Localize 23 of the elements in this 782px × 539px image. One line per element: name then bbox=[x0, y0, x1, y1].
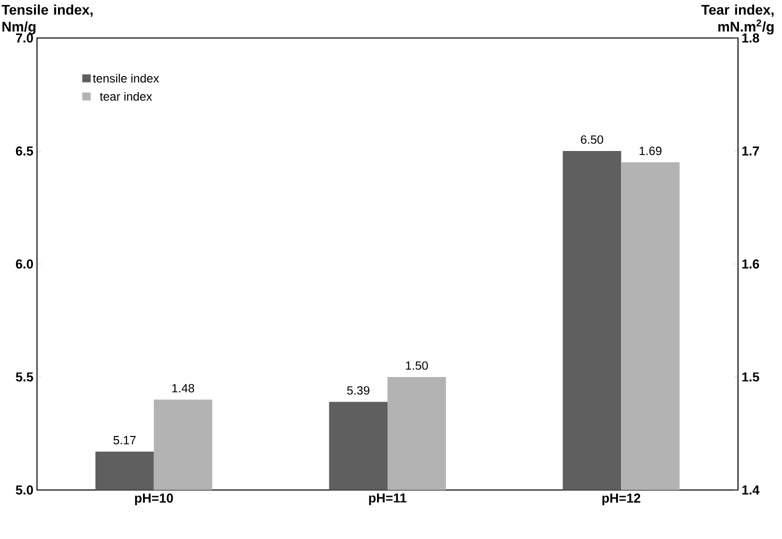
data-label: 1.69 bbox=[640, 146, 662, 156]
data-label: 1.48 bbox=[172, 384, 194, 392]
y-tick-label: 6.0 bbox=[16, 259, 33, 269]
data-label: 1.50 bbox=[406, 361, 428, 370]
x-tick-label: pH=11 bbox=[369, 494, 406, 506]
y2-tick-label: 1.4 bbox=[742, 486, 760, 494]
y2-tick-label: 1.6 bbox=[742, 259, 760, 269]
data-label: 6.50 bbox=[580, 135, 604, 144]
y2-tick-label: 1.7 bbox=[742, 146, 759, 156]
y-tick-label: 6.5 bbox=[16, 146, 34, 156]
x-tick-label: pH=10 bbox=[135, 494, 173, 506]
legend-label: tear index bbox=[100, 92, 152, 101]
data-label: 5.39 bbox=[347, 386, 370, 395]
x-tick-label: pH=12 bbox=[602, 494, 640, 506]
y-tick-label: 5.0 bbox=[16, 485, 33, 495]
y-tick-label: 5.5 bbox=[16, 372, 34, 382]
legend-label: tensile index bbox=[92, 74, 160, 83]
y2-tick-label: 1.8 bbox=[742, 33, 760, 43]
data-label: 5.17 bbox=[113, 436, 136, 444]
y2-tick-label: 1.5 bbox=[742, 372, 760, 382]
y-tick-label: 7.0 bbox=[16, 33, 33, 43]
y2-axis-title: Tear index, mN.m$^{2}$/g bbox=[701, 4, 774, 34]
y-axis-title: Tensile index, Nm/g bbox=[2, 4, 93, 34]
